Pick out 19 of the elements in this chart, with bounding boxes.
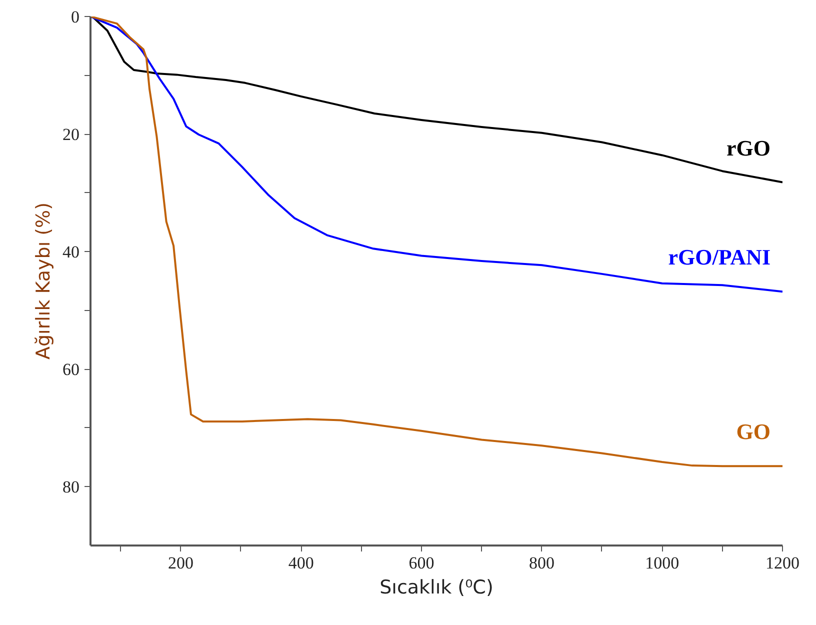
y-tick-label: 80 [62,478,80,497]
x-tick-label: 200 [168,554,194,572]
x-axis-title: Sıcaklık (⁰C) [380,576,494,598]
x-tick-label: 1200 [766,554,800,572]
x-tick-label: 600 [408,554,434,572]
x-tick-label: 400 [288,554,314,572]
x-tick-label: 1000 [645,554,680,572]
y-tick-label: 20 [62,125,80,144]
series-label: GO [736,419,771,444]
line-series [90,16,782,468]
series-label: rGO [726,135,771,160]
y-tick-label: 0 [71,8,80,26]
y-tick-label: 60 [62,360,80,380]
y-tick-label: 40 [62,242,80,262]
line-series [90,16,782,293]
series-label: rGO/PANI [668,244,771,270]
y-axis-title: Ağırlık Kaybı (%) [32,202,54,360]
x-tick-label: 800 [529,554,555,572]
line-series [91,16,782,184]
